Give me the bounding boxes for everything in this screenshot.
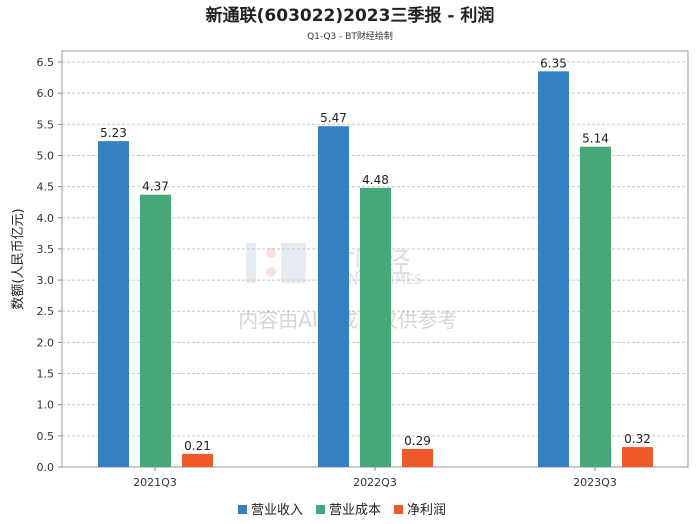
y-tick-label: 2.5 [37, 305, 55, 318]
bar-2022Q3-2 [402, 448, 433, 467]
data-label: 0.21 [184, 439, 211, 453]
bar-2021Q3-2 [182, 453, 213, 467]
y-tick-label: 2.0 [37, 336, 55, 349]
data-label: 0.29 [404, 434, 431, 448]
y-tick-label: 1.0 [37, 399, 55, 412]
data-label: 4.48 [362, 173, 389, 187]
y-axis-label: 数额(人民币亿元) [11, 208, 26, 309]
y-tick-label: 3.5 [37, 243, 55, 256]
data-label: 6.35 [540, 56, 567, 70]
y-tick-label: 5.0 [37, 149, 55, 162]
y-tick-label: 3.0 [37, 274, 55, 287]
legend-swatch [316, 505, 325, 514]
y-tick-label: 0.0 [37, 461, 55, 474]
legend-label: 营业收入 [251, 503, 303, 518]
legend-swatch [394, 505, 403, 514]
y-tick-label: 5.5 [37, 118, 55, 131]
bar-2021Q3-1 [140, 194, 171, 467]
chart-title: 新通联(603022)2023三季报 - 利润 [206, 5, 495, 26]
y-tick-label: 6.5 [37, 56, 55, 69]
bar-2022Q3-0 [318, 126, 349, 467]
data-label: 5.14 [582, 132, 609, 146]
legend-swatch [238, 505, 247, 514]
y-tick-label: 0.5 [37, 430, 55, 443]
bar-2023Q3-0 [538, 71, 569, 467]
x-tick-label: 2021Q3 [133, 476, 177, 489]
y-tick-label: 4.5 [37, 181, 55, 194]
legend-label: 净利润 [407, 503, 446, 518]
bar-2023Q3-1 [580, 146, 611, 467]
legend-label: 营业成本 [329, 503, 381, 518]
data-label: 0.32 [624, 432, 651, 446]
data-label: 5.47 [320, 111, 347, 125]
chart-subtitle: Q1-Q3 - BT财经绘制 [307, 30, 393, 42]
y-tick-label: 6.0 [37, 87, 55, 100]
data-label: 5.23 [100, 126, 127, 140]
bar-2023Q3-2 [622, 447, 653, 467]
x-tick-label: 2023Q3 [573, 476, 617, 489]
y-tick-label: 1.5 [37, 368, 55, 381]
data-label: 4.37 [142, 180, 169, 194]
y-tick-label: 4.0 [37, 212, 55, 225]
x-tick-label: 2022Q3 [353, 476, 397, 489]
bar-2022Q3-1 [360, 187, 391, 467]
watermark-logo [246, 243, 256, 283]
bar-2021Q3-0 [98, 141, 129, 467]
